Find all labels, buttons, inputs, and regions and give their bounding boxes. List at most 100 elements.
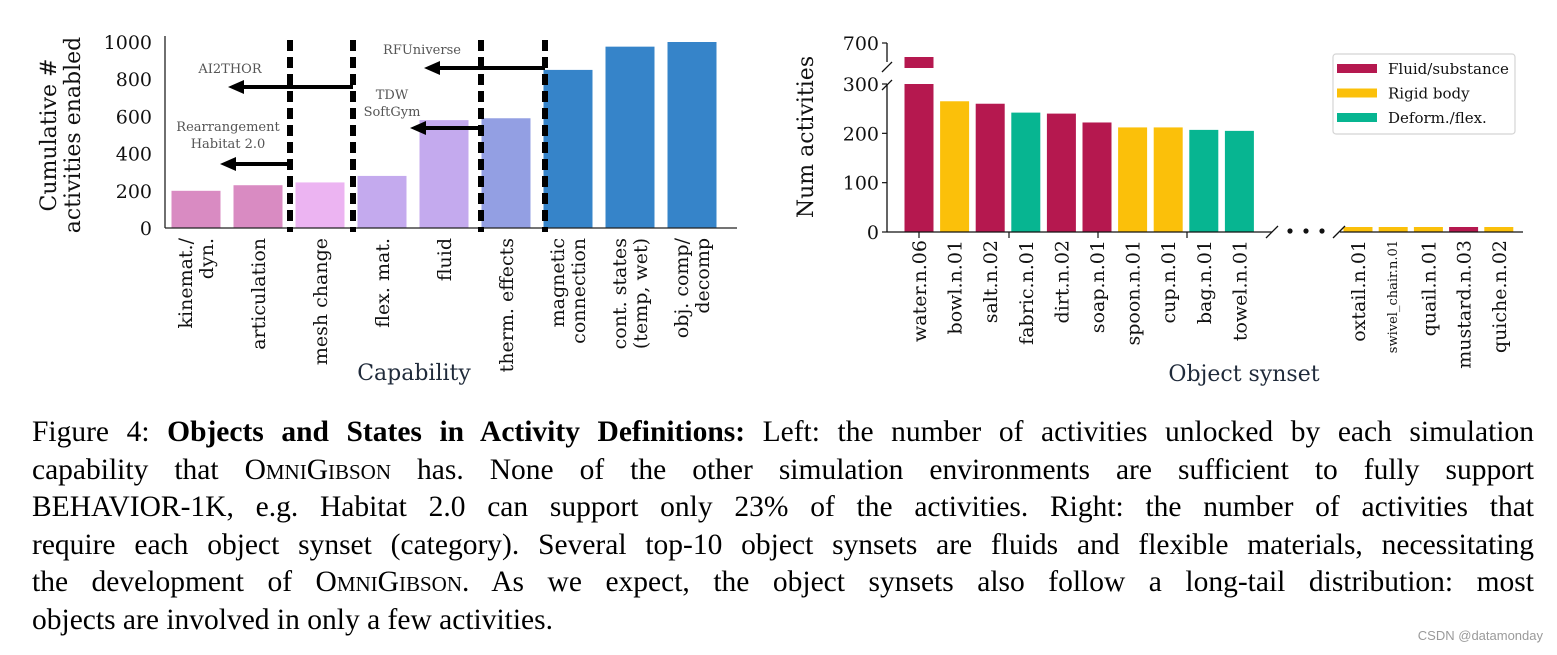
x-tick-label-13: mustard.n.03 — [1454, 240, 1476, 369]
x-break-mark — [1332, 225, 1346, 239]
bar-9 — [1224, 130, 1254, 232]
x-tick-label-4: fluid — [434, 238, 456, 281]
y-tick-label-300: 300 — [843, 74, 879, 96]
y-tick-label-200: 200 — [843, 123, 879, 145]
watermark: CSDN @datamonday — [1417, 628, 1543, 643]
caption-text: . As we expect, the object synsets also … — [461, 566, 1534, 599]
x-tick-label-9: towel.n.01 — [1229, 240, 1251, 341]
x-break-mark — [1265, 225, 1279, 239]
legend-label-1: Rigid body — [1388, 85, 1470, 103]
y-tick-label-800: 800 — [116, 69, 152, 91]
x-axis-label: Object synset — [1168, 362, 1319, 387]
x-tick-label-6: magnetic — [547, 238, 569, 327]
bar-7 — [605, 46, 655, 229]
caption-small-caps: OmniGibson — [244, 453, 392, 486]
arrow-head-icon — [220, 157, 236, 171]
x-tick-label-1: articulation — [248, 238, 270, 350]
annotation-label-2: TDW — [376, 88, 409, 103]
x-tick-label-8: bag.n.01 — [1194, 240, 1216, 324]
x-tick-label-3: fabric.n.01 — [1016, 240, 1038, 345]
bar-12 — [1413, 227, 1443, 232]
caption-line: Figure 4: Objects and States in Activity… — [32, 414, 1534, 452]
caption-line: capability that OmniGibson has. None of … — [32, 452, 1534, 490]
caption-text: require each object synset (category). S… — [32, 528, 1534, 561]
x-tick-label-1: bowl.n.01 — [945, 240, 967, 334]
bar-0-upper — [904, 57, 934, 68]
caption-text: has. None of the other simulation enviro… — [391, 453, 1535, 486]
x-tick-label-6: connection — [568, 238, 590, 344]
x-axis-label: Capability — [357, 361, 471, 386]
bar-2 — [295, 182, 345, 228]
bar-14 — [1484, 227, 1514, 232]
x-tick-label-12: quail.n.01 — [1418, 240, 1440, 336]
y-tick-label-100: 100 — [843, 173, 879, 195]
x-tick-label-11: swivel_chair.n.01 — [1386, 240, 1401, 353]
arrow-head-icon — [424, 61, 440, 75]
left-chart-capability: 0 200 400 600 800 1000 Cumulative #activities … — [37, 32, 737, 386]
bar-3 — [357, 175, 407, 228]
x-tick-label-6: spoon.n.01 — [1123, 240, 1145, 346]
x-tick-label-0: kinemat./ — [175, 237, 197, 328]
y-axis-label: Cumulative #activities enabled — [37, 37, 86, 234]
y-tick-label-600: 600 — [116, 106, 152, 128]
arrow-head-icon — [410, 121, 426, 135]
axis-break-mark — [881, 79, 893, 91]
bar-1 — [233, 185, 283, 228]
caption-line: require each object synset (category). S… — [32, 527, 1534, 565]
caption-small-caps: OmniGibson — [315, 566, 462, 599]
y-tick-label-1000: 1000 — [104, 32, 152, 54]
x-tick-label-2: salt.n.02 — [980, 240, 1002, 323]
y-tick-label-0: 0 — [867, 222, 879, 244]
y-tick-label-700: 700 — [843, 33, 879, 55]
bar-5 — [1082, 122, 1112, 232]
x-tick-label-4: dirt.n.02 — [1051, 240, 1073, 323]
x-tick-label-14: quiche.n.02 — [1489, 240, 1511, 353]
figure-charts: 0 200 400 600 800 1000 Cumulative #activities … — [37, 32, 1523, 387]
bar-1 — [940, 101, 970, 233]
legend-swatch-0 — [1337, 64, 1377, 73]
caption-bold-title: Objects and States in Activity Definitio… — [167, 416, 746, 448]
bar-13 — [1449, 227, 1479, 232]
right-chart-object-synset: 0 100 200 300 700 Num activities water.n.06 bow… — [794, 33, 1523, 387]
legend-label-2: Deform./flex. — [1388, 109, 1487, 127]
bar-8 — [667, 42, 717, 228]
annotation-label-1: Habitat 2.0 — [191, 137, 266, 152]
x-tick-label-0: water.n.06 — [909, 240, 931, 342]
caption-line: BEHAVIOR-1K, e.g. Habitat 2.0 can suppor… — [32, 489, 1534, 527]
x-tick-label-7: cup.n.01 — [1158, 240, 1180, 324]
x-tick-label-2: mesh change — [310, 238, 332, 365]
caption-text: Figure 4: — [32, 416, 168, 448]
y-axis-label: Num activities — [794, 56, 819, 218]
y-tick-label-200: 200 — [116, 181, 152, 203]
x-break-dot — [1319, 228, 1325, 234]
caption-line: the development of OmniGibson. As we exp… — [32, 564, 1534, 602]
x-tick-label-5: soap.n.01 — [1087, 240, 1109, 333]
y-tick-label-400: 400 — [116, 144, 152, 166]
x-break-dot — [1287, 228, 1293, 234]
bar-4 — [419, 120, 469, 228]
annotation-label-0: AI2THOR — [197, 62, 262, 77]
annotation-label-3: RFUniverse — [383, 43, 461, 58]
bar-10 — [1343, 227, 1373, 232]
x-tick-label-8: obj. comp/ — [671, 237, 693, 338]
bar-3 — [1011, 112, 1041, 232]
bar-6 — [1118, 127, 1148, 232]
caption-line: objects are involved in only a few activ… — [32, 602, 1534, 640]
bar-0-lower — [904, 84, 934, 232]
x-tick-label-5: therm. effects — [496, 238, 518, 372]
figure-caption: Figure 4: Objects and States in Activity… — [32, 414, 1534, 640]
annotation-label-1: Rearrangement — [176, 120, 280, 135]
x-tick-label-0: dyn. — [196, 238, 218, 279]
bar-4 — [1046, 113, 1076, 232]
bar-6 — [543, 69, 593, 229]
legend-box — [1332, 53, 1516, 135]
x-break-dot — [1303, 228, 1309, 234]
legend-label-0: Fluid/substance — [1388, 60, 1509, 78]
caption-text: BEHAVIOR-1K, e.g. Habitat 2.0 can suppor… — [32, 491, 1534, 524]
bar-2 — [975, 103, 1005, 232]
bar-11 — [1378, 227, 1408, 232]
bar-5 — [481, 118, 531, 228]
legend-swatch-1 — [1337, 88, 1377, 98]
x-tick-label-3: flex. mat. — [372, 238, 394, 328]
legend-swatch-2 — [1337, 113, 1377, 122]
